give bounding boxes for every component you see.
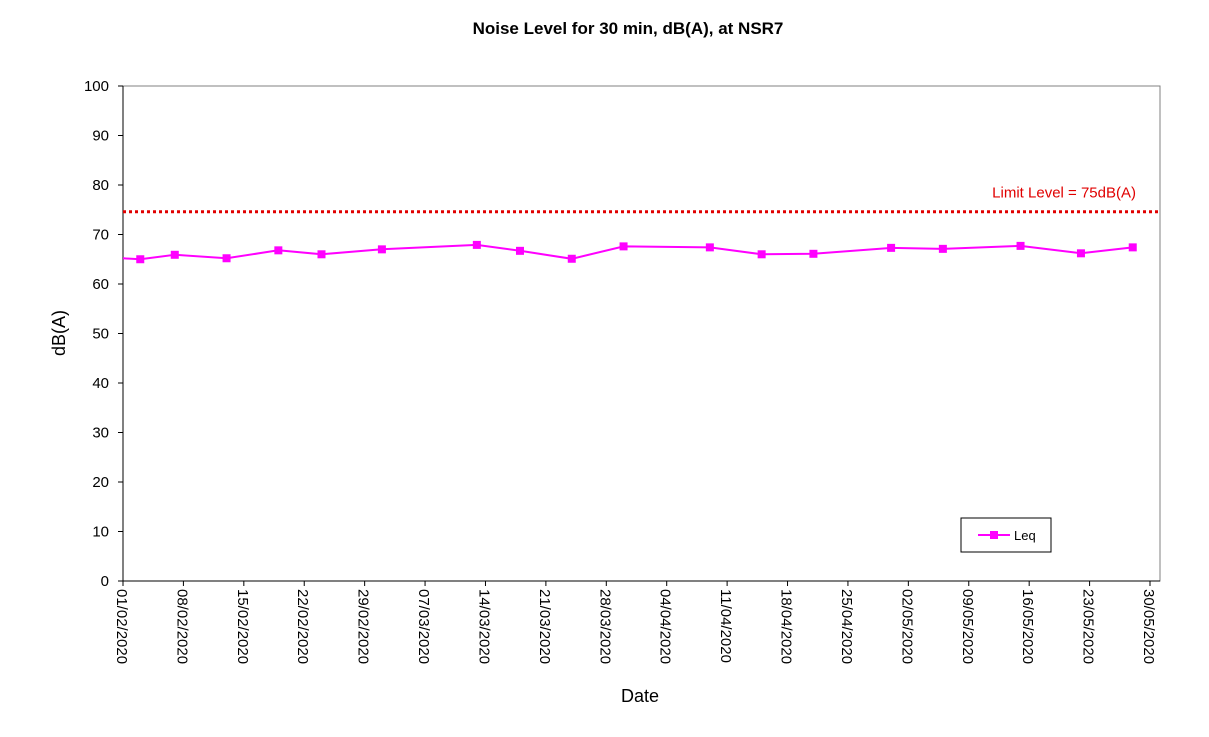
x-tick-label: 11/04/2020 xyxy=(717,589,734,663)
limit-line-label: Limit Level = 75dB(A) xyxy=(992,185,1136,202)
data-point xyxy=(170,250,179,259)
data-point xyxy=(809,249,818,258)
x-tick-label: 16/05/2020 xyxy=(1019,589,1036,664)
legend-label: Leq xyxy=(1014,528,1036,543)
x-ticks: 01/02/2020 08/02/2020 15/02/2020 22/02/2020… xyxy=(113,581,1157,664)
y-tick-label: 80 xyxy=(92,177,109,194)
data-point xyxy=(377,245,386,254)
x-axis-label: Date xyxy=(621,686,659,706)
y-tick-label: 50 xyxy=(92,326,109,343)
y-tick-label: 100 xyxy=(84,78,109,95)
plot-area xyxy=(122,85,1161,582)
x-tick-label: 14/03/2020 xyxy=(475,589,492,664)
data-point xyxy=(1076,249,1085,258)
x-tick-label: 21/03/2020 xyxy=(536,589,553,664)
data-point xyxy=(472,240,481,249)
x-tick-label: 08/02/2020 xyxy=(173,589,190,664)
x-tick-label: 23/05/2020 xyxy=(1080,589,1097,664)
data-point xyxy=(1128,243,1137,252)
x-tick-label: 09/05/2020 xyxy=(959,589,976,664)
x-tick-label: 29/02/2020 xyxy=(355,589,372,664)
data-point xyxy=(317,250,326,259)
data-point xyxy=(136,255,145,264)
data-point xyxy=(887,243,896,252)
y-axis-label: dB(A) xyxy=(49,310,69,356)
y-ticks: 0 10 20 30 40 50 60 70 80 90 100 xyxy=(84,78,123,590)
x-tick-label: 28/03/2020 xyxy=(596,589,613,664)
x-tick-label: 02/05/2020 xyxy=(898,589,915,664)
y-tick-label: 10 xyxy=(92,524,109,541)
data-point xyxy=(938,244,947,253)
y-tick-label: 30 xyxy=(92,425,109,442)
data-point xyxy=(222,254,231,263)
y-tick-label: 70 xyxy=(92,227,109,244)
data-point xyxy=(619,242,628,251)
x-tick-label: 30/05/2020 xyxy=(1140,589,1157,664)
y-tick-label: 90 xyxy=(92,128,109,145)
y-tick-label: 0 xyxy=(101,573,109,590)
x-tick-label: 22/02/2020 xyxy=(294,589,311,664)
x-tick-label: 18/04/2020 xyxy=(778,589,795,664)
y-tick-label: 40 xyxy=(92,375,109,392)
data-point xyxy=(515,246,524,255)
x-tick-label: 01/02/2020 xyxy=(113,589,130,664)
data-point xyxy=(1016,241,1025,250)
reference-lines: Limit Level = 75dB(A) xyxy=(123,185,1160,214)
x-tick-label: 15/02/2020 xyxy=(234,589,251,664)
legend-marker-swatch xyxy=(990,531,998,539)
data-point xyxy=(567,254,576,263)
data-point xyxy=(274,246,283,255)
chart-title: Noise Level for 30 min, dB(A), at NSR7 xyxy=(473,19,784,38)
x-tick-label: 07/03/2020 xyxy=(415,589,432,664)
y-tick-label: 20 xyxy=(92,474,109,491)
x-tick-label: 25/04/2020 xyxy=(838,589,855,664)
data-point xyxy=(705,243,714,252)
y-tick-label: 60 xyxy=(92,276,109,293)
x-tick-label: 04/04/2020 xyxy=(657,589,674,664)
legend: Leq xyxy=(960,517,1052,553)
series-layer xyxy=(122,240,1137,264)
data-point xyxy=(757,250,766,259)
